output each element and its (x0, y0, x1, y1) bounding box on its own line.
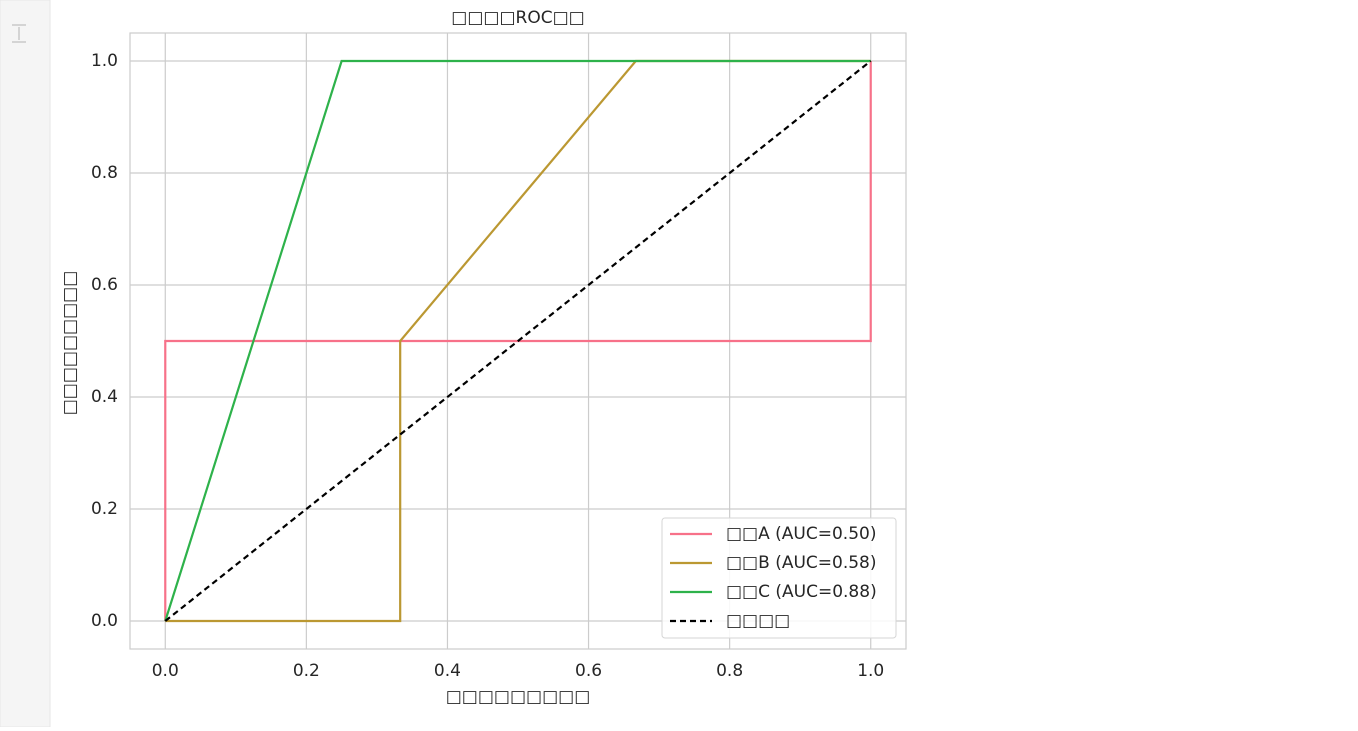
x-tick-label: 0.4 (434, 661, 461, 681)
y-tick-label: 0.6 (91, 275, 118, 295)
x-tick-label: 0.0 (152, 661, 179, 681)
x-tick-label: 0.2 (293, 661, 320, 681)
x-tick-label: 1.0 (857, 661, 884, 681)
sidebar (0, 0, 51, 728)
legend-label: □□□□ (726, 611, 790, 631)
legend: □□A (AUC=0.50) □□B (AUC=0.58) □□C (AUC=0.8… (661, 517, 897, 639)
y-tick-label: 1.0 (91, 51, 118, 71)
y-tick-label: 0.0 (91, 611, 118, 631)
y-axis-label: □□□□□□□□□ (60, 271, 80, 416)
series-line (164, 60, 872, 622)
chart-title: □□□□ROC□□ (451, 8, 584, 28)
x-axis-label: □□□□□□□□□ (446, 687, 591, 707)
legend-label: □□C (AUC=0.88) (726, 582, 877, 602)
y-tick-label: 0.2 (91, 499, 118, 519)
y-tick-label: 0.8 (91, 163, 118, 183)
x-tick-label: 0.6 (575, 661, 602, 681)
legend-label: □□A (AUC=0.50) (726, 524, 876, 544)
plot-frame (129, 32, 907, 650)
legend-label: □□B (AUC=0.58) (726, 553, 877, 573)
y-tick-label: 0.4 (91, 387, 118, 407)
sidebar-icon (12, 24, 26, 43)
x-tick-label: 0.8 (716, 661, 743, 681)
legend-box (661, 517, 897, 639)
series-line (164, 59, 871, 622)
